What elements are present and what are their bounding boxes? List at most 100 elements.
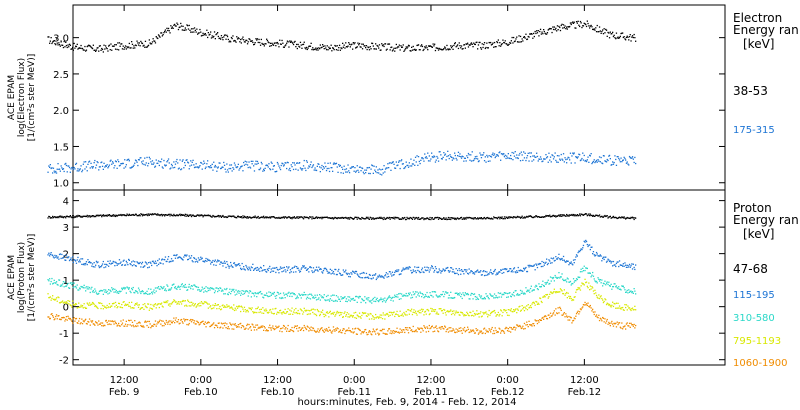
data-point	[137, 214, 140, 217]
data-point	[163, 32, 165, 34]
data-point	[372, 316, 374, 318]
data-point	[187, 259, 189, 261]
data-point	[357, 274, 359, 276]
data-point	[391, 217, 393, 219]
data-point	[423, 297, 425, 299]
data-point	[227, 305, 229, 307]
data-point	[271, 270, 273, 272]
data-point	[422, 294, 424, 296]
data-point	[276, 326, 279, 328]
data-point	[463, 160, 465, 162]
data-point	[427, 308, 429, 311]
data-point	[486, 313, 488, 315]
data-point	[444, 269, 447, 271]
data-point	[330, 167, 332, 169]
data-point	[161, 302, 163, 304]
data-point	[327, 217, 329, 219]
data-point	[322, 272, 324, 274]
data-point	[359, 46, 361, 48]
data-point	[321, 164, 323, 167]
data-point	[343, 165, 345, 167]
data-point	[631, 35, 634, 37]
data-point	[121, 162, 124, 165]
data-point	[203, 260, 205, 263]
data-point	[404, 268, 406, 270]
data-point	[149, 261, 151, 263]
data-point	[610, 33, 612, 35]
data-point	[492, 42, 494, 44]
data-point	[487, 295, 489, 297]
data-point	[152, 304, 154, 306]
data-point	[594, 161, 596, 164]
data-point	[49, 164, 51, 166]
data-point	[586, 159, 588, 161]
data-point	[339, 164, 341, 167]
data-point	[203, 261, 206, 263]
data-point	[503, 309, 506, 311]
data-point	[572, 283, 574, 285]
data-point	[76, 43, 78, 45]
data-point	[458, 155, 460, 157]
data-point	[92, 289, 94, 292]
data-point	[312, 267, 315, 269]
data-point	[169, 168, 171, 170]
data-point	[412, 269, 414, 271]
data-point	[448, 294, 450, 296]
data-point	[81, 306, 83, 308]
data-point	[592, 251, 595, 253]
data-point	[183, 300, 185, 302]
data-point	[164, 165, 167, 167]
data-point	[317, 49, 319, 51]
data-point	[575, 214, 578, 217]
data-point	[226, 35, 229, 38]
data-point	[101, 290, 103, 292]
data-point	[396, 216, 398, 219]
data-point	[334, 44, 336, 47]
data-point	[566, 297, 568, 299]
data-point	[384, 168, 387, 170]
data-point	[261, 216, 263, 218]
data-point	[123, 214, 125, 216]
data-point	[110, 263, 112, 265]
data-point	[216, 325, 218, 327]
data-point	[366, 297, 368, 299]
data-point	[203, 162, 206, 164]
data-point	[247, 328, 249, 330]
data-point	[58, 318, 61, 320]
data-point	[259, 290, 262, 293]
data-point	[243, 164, 246, 166]
data-point	[170, 167, 172, 169]
data-point	[467, 217, 469, 219]
data-point	[619, 307, 621, 309]
data-point	[89, 167, 91, 169]
data-point	[319, 171, 321, 173]
data-point	[406, 47, 408, 49]
data-point	[598, 26, 601, 28]
data-point	[72, 46, 74, 49]
data-point	[154, 213, 157, 215]
data-point	[593, 278, 595, 280]
data-point	[587, 214, 589, 216]
data-point	[253, 44, 255, 46]
data-point	[298, 269, 300, 271]
data-point	[467, 313, 469, 315]
data-point	[200, 290, 202, 292]
data-point	[574, 296, 576, 298]
data-point	[434, 161, 437, 163]
data-point	[236, 264, 239, 266]
data-point	[575, 256, 577, 258]
data-point	[246, 309, 248, 312]
data-point	[402, 44, 404, 46]
data-point	[519, 289, 522, 292]
data-point	[102, 308, 104, 310]
data-point	[493, 293, 496, 295]
data-point	[161, 215, 163, 217]
data-point	[447, 150, 449, 152]
data-point	[433, 291, 435, 293]
data-point	[435, 313, 437, 315]
data-point	[141, 325, 143, 327]
data-point	[193, 166, 196, 169]
data-point	[253, 312, 255, 314]
data-point	[490, 217, 493, 219]
data-point	[414, 49, 417, 51]
